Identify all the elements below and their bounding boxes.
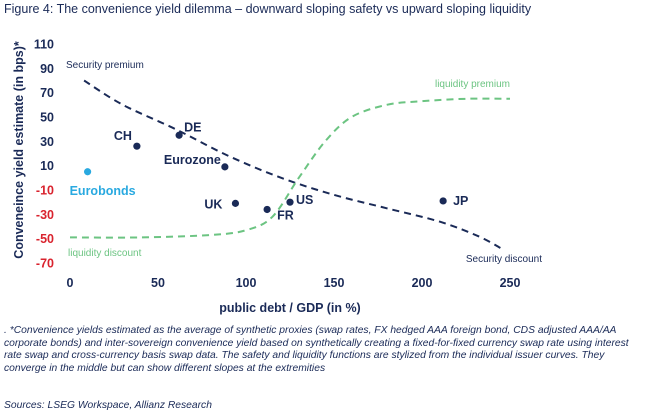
data-point-ch [133, 142, 141, 150]
y-tick-label: 50 [40, 111, 54, 125]
y-tick-label: 90 [40, 62, 54, 76]
liquidity-discount-label: liquidity discount [68, 248, 142, 259]
data-point-eurobonds [84, 168, 92, 176]
data-point-jp [439, 197, 447, 205]
data-label-ch: CH [114, 129, 132, 143]
data-label-fr: FR [277, 208, 294, 222]
data-point-de [175, 131, 183, 139]
curves [69, 79, 511, 250]
y-tick-label: 70 [40, 86, 54, 100]
y-tick-labels: 110 90 70 50 30 10 -10 -30 -50 -70 [34, 38, 54, 271]
data-label-de: DE [184, 120, 201, 134]
x-tick-label: 150 [324, 276, 345, 290]
x-tick-label: 250 [500, 276, 521, 290]
security-premium-curve [83, 79, 502, 250]
convenience-yield-chart: Conveneince yield estimate (in bps)* pub… [12, 38, 542, 316]
y-tick-label: 10 [40, 159, 54, 173]
y-tick-label: 30 [40, 135, 54, 149]
x-tick-label: 200 [412, 276, 433, 290]
data-point-uk [231, 199, 240, 207]
x-tick-labels: 0 50 100 150 200 250 [67, 276, 521, 290]
y-tick-label: -50 [36, 232, 54, 246]
data-label-eurozone: Eurozone [164, 153, 221, 167]
data-point-us [286, 198, 294, 206]
y-tick-label: -70 [36, 257, 54, 271]
data-label-eurobonds: Eurobonds [70, 184, 136, 198]
y-tick-label: -10 [36, 184, 54, 198]
security-premium-label: Security premium [66, 60, 144, 71]
x-tick-label: 50 [151, 276, 165, 290]
data-point-eurozone [221, 163, 229, 171]
data-point-fr [263, 205, 271, 214]
footnote: . *Convenience yields estimated as the a… [4, 325, 629, 374]
y-axis-label: Conveneince yield estimate (in bps)* [12, 41, 26, 259]
data-label-jp: JP [453, 194, 468, 208]
figure-title: Figure 4: The convenience yield dilemma … [4, 2, 532, 16]
y-tick-label: -30 [36, 208, 54, 222]
liquidity-premium-label: liquidity premium [435, 79, 510, 90]
x-axis-label: public debt / GDP (in %) [219, 301, 360, 315]
curve-labels: Security premium Security discount liquidi… [66, 60, 542, 265]
security-discount-label: Security discount [466, 254, 542, 265]
source-note: Sources: LSEG Workspace, Allianz Researc… [4, 400, 212, 411]
x-tick-label: 100 [236, 276, 257, 290]
liquidity-premium-curve [69, 97, 511, 239]
data-label-uk: UK [204, 197, 222, 211]
y-tick-label: 110 [34, 38, 54, 52]
data-label-us: US [296, 193, 313, 207]
x-tick-label: 0 [67, 276, 74, 290]
